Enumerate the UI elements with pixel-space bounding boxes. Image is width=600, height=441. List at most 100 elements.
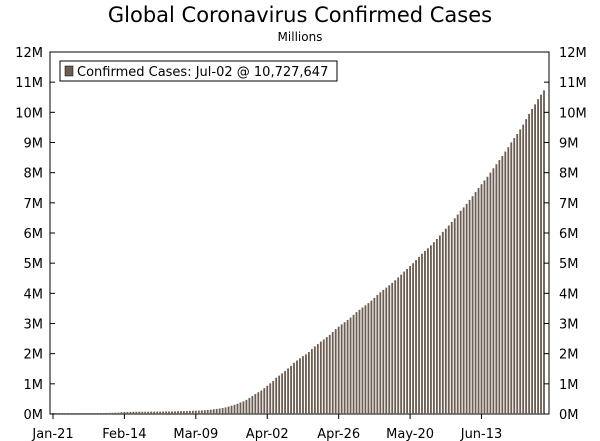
bar bbox=[230, 405, 233, 414]
bar bbox=[528, 113, 531, 415]
y-tick-label-left: 6M bbox=[24, 227, 44, 242]
bar bbox=[447, 225, 450, 414]
bar bbox=[346, 319, 349, 414]
bar bbox=[66, 413, 69, 414]
chart-subtitle: Millions bbox=[277, 30, 323, 44]
bar-series bbox=[52, 90, 545, 415]
bar bbox=[406, 268, 409, 414]
bar bbox=[177, 411, 179, 414]
y-tick-label-right: 4M bbox=[559, 287, 579, 302]
bar bbox=[185, 411, 188, 414]
bar bbox=[99, 413, 102, 414]
bar bbox=[284, 370, 287, 414]
bar bbox=[403, 271, 406, 414]
bar bbox=[331, 331, 334, 414]
bar bbox=[364, 305, 367, 414]
bar bbox=[55, 413, 57, 414]
bar bbox=[260, 390, 263, 414]
bar bbox=[424, 250, 426, 414]
bar bbox=[117, 412, 120, 414]
bar bbox=[427, 248, 429, 414]
y-tick-label-right: 8M bbox=[559, 167, 579, 182]
y-tick-label-left: 10M bbox=[15, 106, 43, 121]
bar bbox=[171, 411, 173, 414]
bar bbox=[239, 402, 242, 414]
bar bbox=[75, 413, 78, 414]
bar bbox=[69, 413, 72, 414]
bar bbox=[287, 368, 289, 414]
x-tick-label: May-20 bbox=[386, 427, 434, 441]
bar bbox=[111, 412, 114, 414]
bar bbox=[290, 365, 292, 414]
bar bbox=[480, 184, 483, 414]
bar bbox=[543, 90, 545, 414]
bar bbox=[474, 192, 477, 414]
bar bbox=[432, 242, 435, 414]
y-tick-label-right: 2M bbox=[559, 348, 579, 363]
y-tick-label-right: 10M bbox=[559, 106, 587, 121]
bar bbox=[81, 413, 84, 414]
y-tick-label-left: 2M bbox=[24, 348, 44, 363]
bar bbox=[537, 99, 539, 415]
bar bbox=[236, 403, 239, 414]
bar bbox=[93, 413, 96, 414]
bar bbox=[61, 413, 63, 414]
bar bbox=[129, 411, 132, 414]
y-tick-label-right: 11M bbox=[559, 76, 587, 91]
bar bbox=[233, 404, 236, 414]
chart-title: Global Coronavirus Confirmed Cases bbox=[107, 3, 493, 27]
bar bbox=[370, 300, 373, 414]
bar bbox=[215, 408, 218, 414]
bar bbox=[293, 362, 295, 414]
bar bbox=[313, 346, 316, 414]
bar bbox=[242, 401, 245, 414]
bar bbox=[337, 326, 340, 414]
bar bbox=[209, 409, 212, 414]
bar bbox=[358, 309, 361, 414]
y-tick-label-right: 0M bbox=[559, 408, 579, 423]
bar bbox=[212, 409, 215, 414]
bar bbox=[227, 406, 230, 414]
bar bbox=[114, 412, 117, 414]
bar bbox=[352, 314, 355, 414]
bar bbox=[168, 411, 170, 414]
bar bbox=[135, 411, 138, 414]
bar bbox=[430, 245, 432, 414]
bar bbox=[257, 392, 260, 414]
y-tick-label-left: 11M bbox=[15, 76, 43, 91]
bar bbox=[218, 408, 221, 414]
bar bbox=[180, 411, 182, 414]
bar bbox=[450, 221, 453, 414]
bar bbox=[343, 322, 346, 414]
y-tick-label-right: 1M bbox=[559, 378, 579, 393]
bar bbox=[400, 274, 403, 414]
bar bbox=[102, 413, 105, 414]
bar bbox=[296, 360, 298, 414]
bar bbox=[224, 407, 227, 414]
bar bbox=[307, 351, 310, 414]
bar bbox=[468, 199, 471, 414]
bar bbox=[441, 231, 444, 414]
y-axis-left: 0M 1M 2M 3M 4M 5M 6M 7M 8M 9M 10M 11M 12M bbox=[15, 46, 55, 423]
bar bbox=[489, 172, 492, 414]
bar bbox=[459, 210, 462, 414]
bar bbox=[391, 282, 394, 414]
bar bbox=[412, 263, 414, 414]
y-tick-label-left: 8M bbox=[24, 167, 44, 182]
bar bbox=[438, 235, 441, 414]
legend-swatch bbox=[64, 65, 74, 77]
x-tick-label: Feb-14 bbox=[102, 427, 146, 441]
bar bbox=[269, 383, 272, 414]
bar bbox=[373, 297, 376, 414]
bar bbox=[150, 411, 153, 414]
bar bbox=[200, 410, 203, 414]
bar bbox=[191, 410, 194, 414]
x-axis: Jan-21 Feb-14 Mar-09 Apr-02 Apr-26 May-20 Jun-… bbox=[31, 414, 502, 441]
bar bbox=[251, 395, 254, 414]
bar bbox=[501, 155, 504, 415]
y-tick-label-left: 9M bbox=[24, 137, 44, 152]
bar bbox=[281, 373, 284, 414]
bar bbox=[498, 160, 501, 414]
bar bbox=[105, 412, 108, 414]
